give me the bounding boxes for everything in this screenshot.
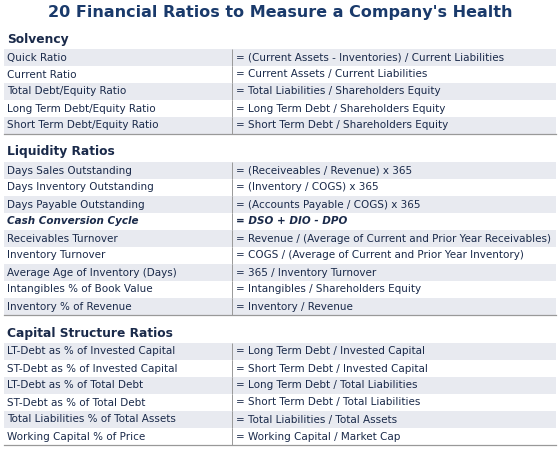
Bar xyxy=(4,394,556,411)
Bar xyxy=(4,83,556,100)
Bar xyxy=(4,411,556,428)
Text: ST-Debt as % of Invested Capital: ST-Debt as % of Invested Capital xyxy=(7,364,177,374)
Bar xyxy=(4,213,556,230)
Text: Intangibles % of Book Value: Intangibles % of Book Value xyxy=(7,284,153,294)
Text: = Long Term Debt / Shareholders Equity: = Long Term Debt / Shareholders Equity xyxy=(236,104,445,114)
Bar xyxy=(4,360,556,377)
Bar xyxy=(4,142,556,162)
Text: = Revenue / (Average of Current and Prior Year Receivables): = Revenue / (Average of Current and Prio… xyxy=(236,234,551,244)
Text: = (Receiveables / Revenue) x 365: = (Receiveables / Revenue) x 365 xyxy=(236,165,412,176)
Text: LT-Debt as % of Invested Capital: LT-Debt as % of Invested Capital xyxy=(7,347,175,357)
Text: Current Ratio: Current Ratio xyxy=(7,70,76,80)
Text: Capital Structure Ratios: Capital Structure Ratios xyxy=(7,326,173,340)
Text: Quick Ratio: Quick Ratio xyxy=(7,52,67,63)
Bar xyxy=(4,162,556,179)
Text: Days Sales Outstanding: Days Sales Outstanding xyxy=(7,165,132,176)
Text: Solvency: Solvency xyxy=(7,32,69,46)
Text: = COGS / (Average of Current and Prior Year Inventory): = COGS / (Average of Current and Prior Y… xyxy=(236,251,524,260)
Text: = Short Term Debt / Total Liabilities: = Short Term Debt / Total Liabilities xyxy=(236,398,420,407)
Text: = Intangibles / Shareholders Equity: = Intangibles / Shareholders Equity xyxy=(236,284,421,294)
Text: 20 Financial Ratios to Measure a Company's Health: 20 Financial Ratios to Measure a Company… xyxy=(48,5,512,20)
Text: Total Debt/Equity Ratio: Total Debt/Equity Ratio xyxy=(7,87,126,97)
Text: = Working Capital / Market Cap: = Working Capital / Market Cap xyxy=(236,431,401,441)
Text: Short Term Debt/Equity Ratio: Short Term Debt/Equity Ratio xyxy=(7,121,158,130)
Bar xyxy=(4,179,556,196)
Bar xyxy=(4,49,556,66)
Text: Average Age of Inventory (Days): Average Age of Inventory (Days) xyxy=(7,268,177,277)
Text: = Long Term Debt / Total Liabilities: = Long Term Debt / Total Liabilities xyxy=(236,381,417,390)
Text: LT-Debt as % of Total Debt: LT-Debt as % of Total Debt xyxy=(7,381,143,390)
Bar xyxy=(4,100,556,117)
Text: Inventory Turnover: Inventory Turnover xyxy=(7,251,105,260)
Text: = Total Liabilities / Total Assets: = Total Liabilities / Total Assets xyxy=(236,414,397,424)
Bar xyxy=(4,281,556,298)
Text: = (Current Assets - Inventories) / Current Liabilities: = (Current Assets - Inventories) / Curre… xyxy=(236,52,504,63)
Text: Receivables Turnover: Receivables Turnover xyxy=(7,234,118,244)
Bar xyxy=(4,247,556,264)
Text: = (Inventory / COGS) x 365: = (Inventory / COGS) x 365 xyxy=(236,182,379,193)
Bar xyxy=(4,298,556,315)
Text: ST-Debt as % of Total Debt: ST-Debt as % of Total Debt xyxy=(7,398,146,407)
Text: Inventory % of Revenue: Inventory % of Revenue xyxy=(7,301,132,311)
Text: = Short Term Debt / Shareholders Equity: = Short Term Debt / Shareholders Equity xyxy=(236,121,448,130)
Bar xyxy=(4,377,556,394)
Bar xyxy=(4,428,556,445)
Bar xyxy=(4,264,556,281)
Bar xyxy=(4,230,556,247)
Text: = (Accounts Payable / COGS) x 365: = (Accounts Payable / COGS) x 365 xyxy=(236,200,421,210)
Text: Liquidity Ratios: Liquidity Ratios xyxy=(7,146,115,159)
Text: = Short Term Debt / Invested Capital: = Short Term Debt / Invested Capital xyxy=(236,364,428,374)
Text: = 365 / Inventory Turnover: = 365 / Inventory Turnover xyxy=(236,268,376,277)
Bar xyxy=(4,117,556,134)
Text: Days Inventory Outstanding: Days Inventory Outstanding xyxy=(7,182,154,193)
Text: Days Payable Outstanding: Days Payable Outstanding xyxy=(7,200,145,210)
Text: = Long Term Debt / Invested Capital: = Long Term Debt / Invested Capital xyxy=(236,347,425,357)
Bar xyxy=(4,323,556,343)
Text: Working Capital % of Price: Working Capital % of Price xyxy=(7,431,145,441)
Bar xyxy=(4,66,556,83)
Bar xyxy=(4,29,556,49)
Text: = Total Liabilities / Shareholders Equity: = Total Liabilities / Shareholders Equit… xyxy=(236,87,441,97)
Bar xyxy=(4,343,556,360)
Text: Total Liabilities % of Total Assets: Total Liabilities % of Total Assets xyxy=(7,414,176,424)
Text: = DSO + DIO - DPO: = DSO + DIO - DPO xyxy=(236,217,348,227)
Text: = Current Assets / Current Liabilities: = Current Assets / Current Liabilities xyxy=(236,70,427,80)
Text: Cash Conversion Cycle: Cash Conversion Cycle xyxy=(7,217,138,227)
Bar xyxy=(4,196,556,213)
Text: Long Term Debt/Equity Ratio: Long Term Debt/Equity Ratio xyxy=(7,104,156,114)
Text: = Inventory / Revenue: = Inventory / Revenue xyxy=(236,301,353,311)
